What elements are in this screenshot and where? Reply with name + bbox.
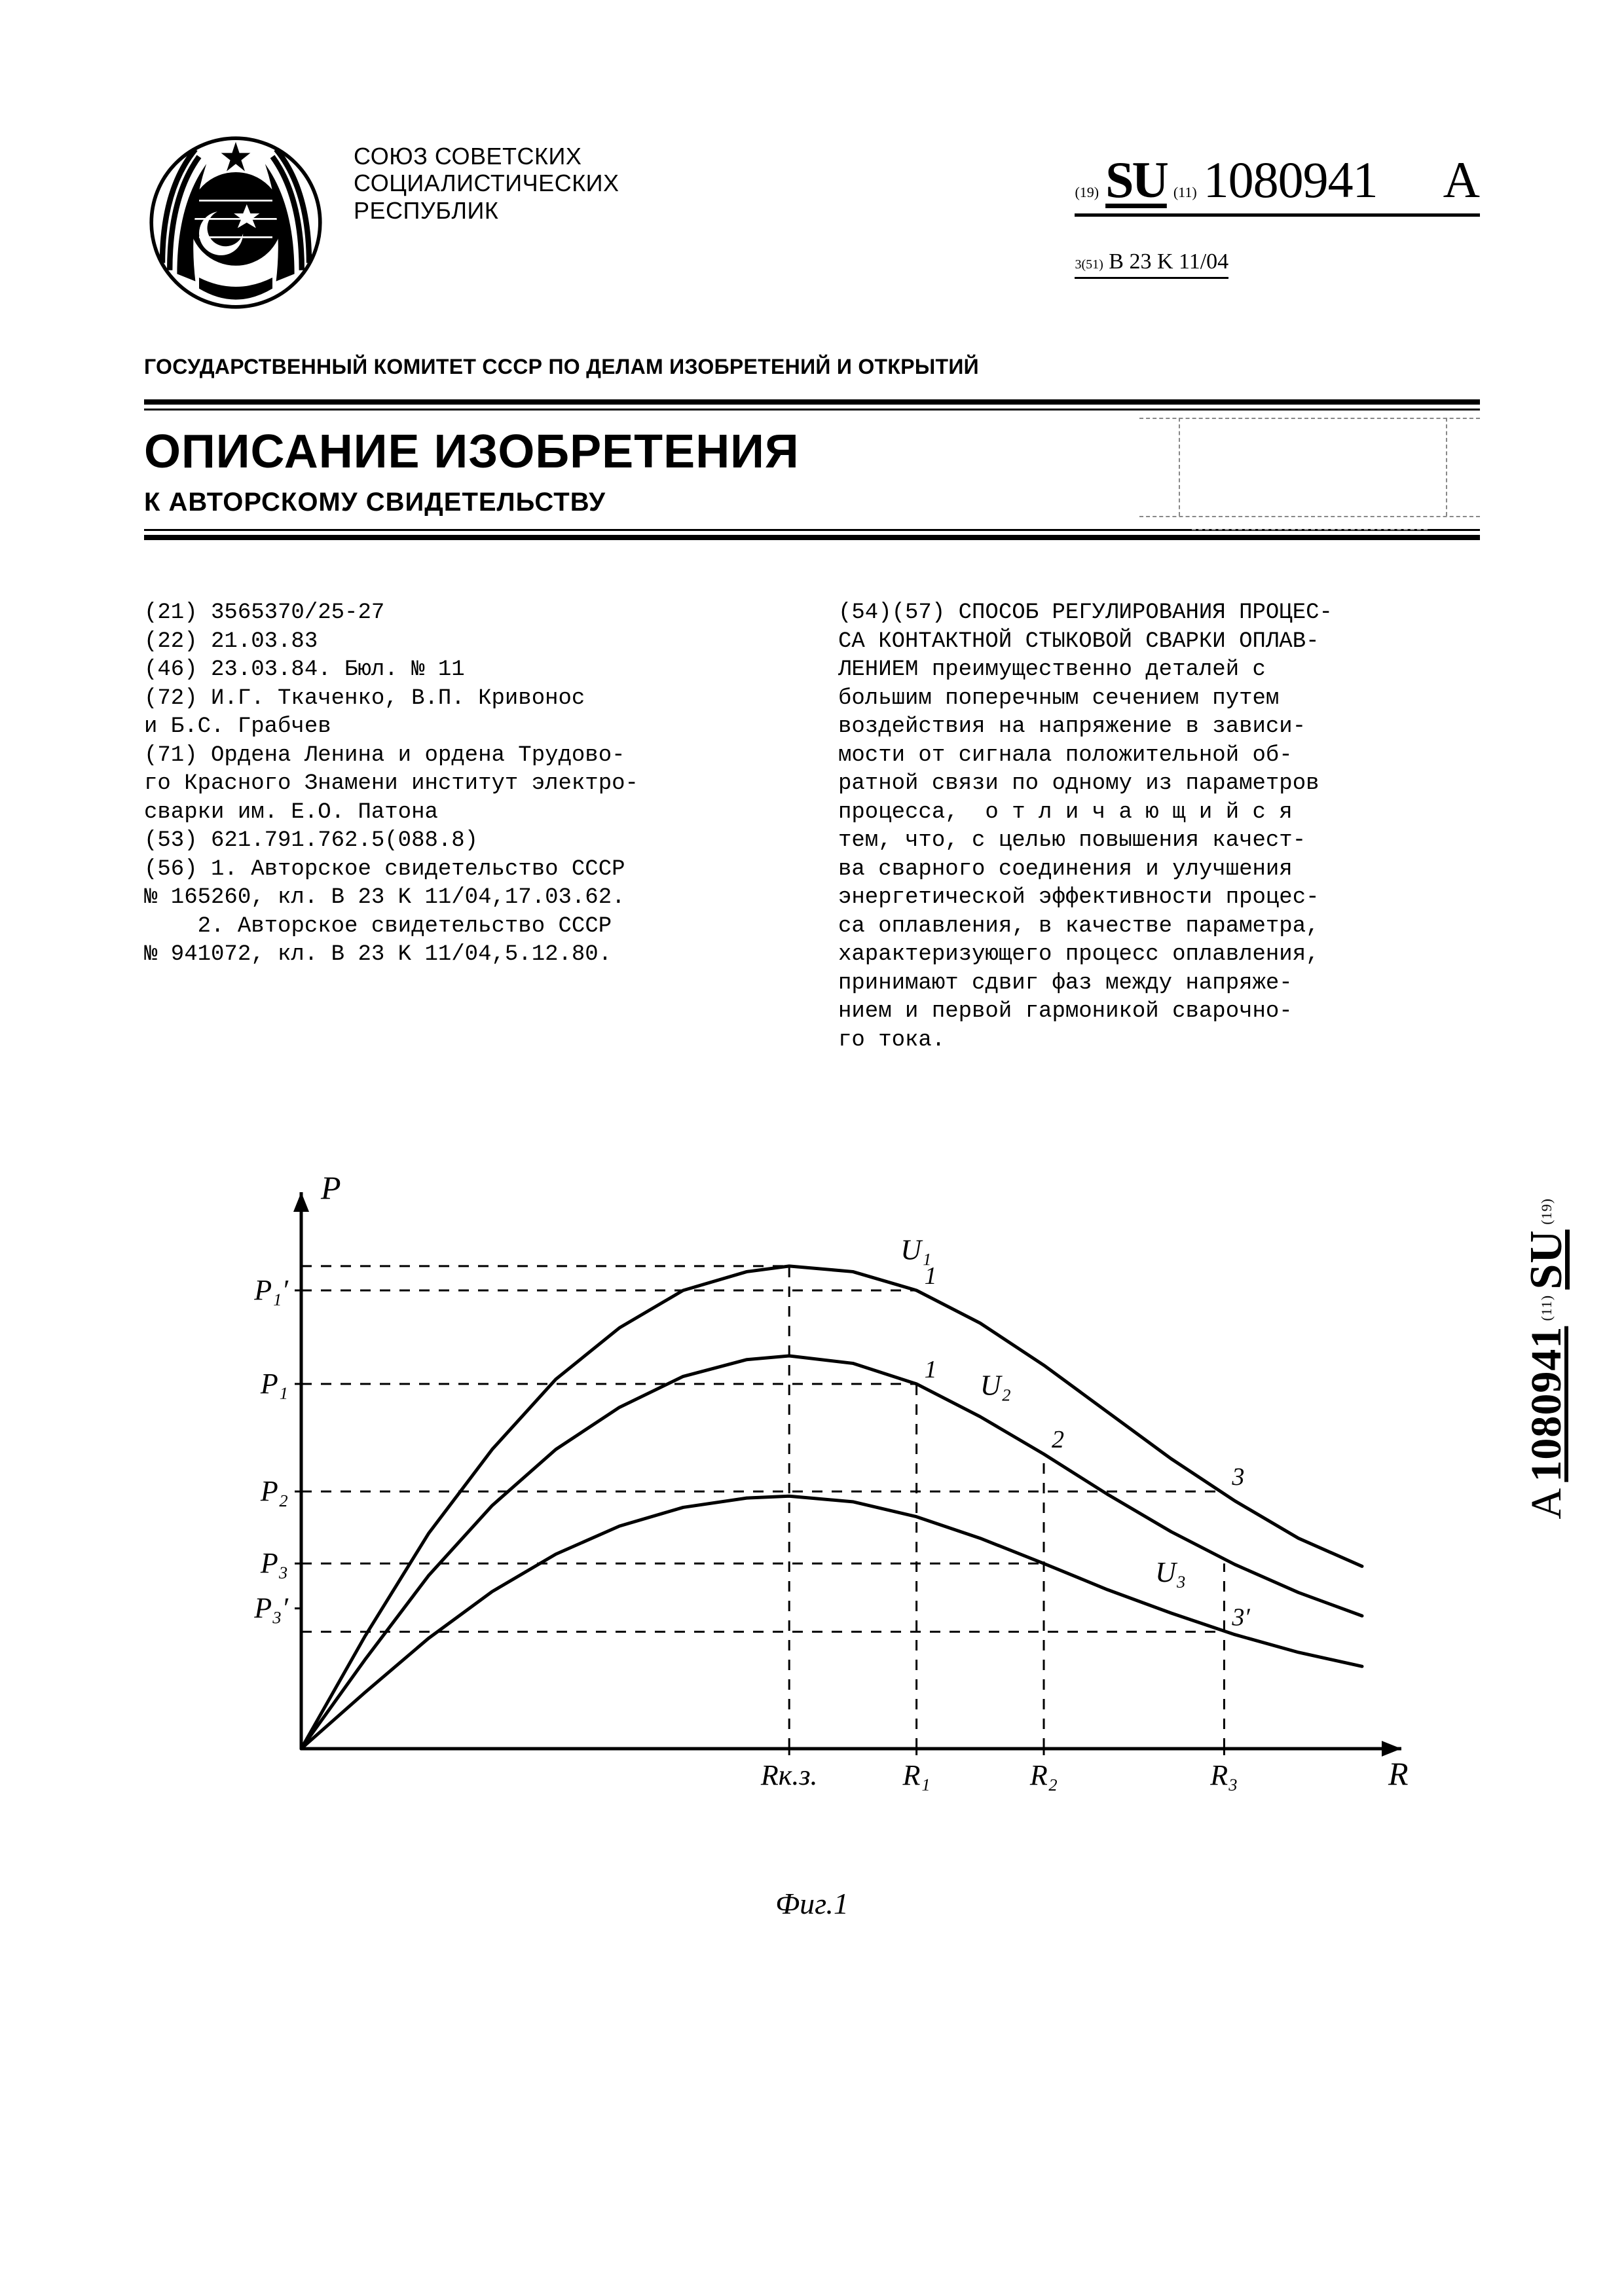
svg-text:2: 2 [1052, 1426, 1064, 1453]
svg-text:P₃: P₃ [260, 1547, 288, 1579]
country-code: SU [1105, 151, 1167, 210]
svg-text:1: 1 [925, 1356, 937, 1383]
svg-text:P₃′: P₃′ [253, 1592, 289, 1624]
ipc-code: B 23 K 11/04 [1109, 249, 1228, 274]
abstract-text: (54)(57) СПОСОБ РЕГУЛИРОВАНИЯ ПРОЦЕС- СА… [838, 599, 1480, 1055]
side-publication-number: A 1080941 (11) SU (19) [1521, 1198, 1573, 1520]
svg-text:R₃: R₃ [1209, 1759, 1238, 1791]
kind-code: A [1384, 151, 1480, 210]
biblio-left-column: (21) 3565370/25-27 (22) 21.03.83 (46) 23… [144, 599, 786, 1055]
publication-number: (19) SU (11) 1080941 A [1075, 151, 1480, 217]
svg-text:U₃: U₃ [1155, 1556, 1186, 1588]
committee-name: ГОСУДАРСТВЕННЫЙ КОМИТЕТ СССР ПО ДЕЛАМ ИЗ… [144, 354, 1480, 380]
side-19: (19) [1538, 1198, 1555, 1225]
svg-text:1: 1 [925, 1262, 937, 1290]
svg-text:3: 3 [1231, 1463, 1244, 1491]
svg-text:P: P [320, 1169, 341, 1206]
svg-text:P₁: P₁ [260, 1368, 288, 1400]
figure-1: P R U₁ U₂ U₃ 1 1 3 2 3′ P₁′ P₁ P₂ P₃ P₃′ Rк.з. R₁ R₂ R₃ [144, 1107, 1480, 1880]
side-kind: A [1522, 1487, 1572, 1520]
svg-text:R₂: R₂ [1029, 1759, 1058, 1791]
issuer-name: СОЮЗ СОВЕТСКИХ СОЦИАЛИСТИЧЕСКИХ РЕСПУБЛИ… [354, 143, 619, 224]
svg-text:R: R [1388, 1755, 1409, 1792]
abstract-right-column: (54)(57) СПОСОБ РЕГУЛИРОВАНИЯ ПРОЦЕС- СА… [838, 599, 1480, 1055]
svg-text:U₂: U₂ [980, 1370, 1011, 1402]
stamp-area [1139, 418, 1480, 549]
svg-text:U₁: U₁ [900, 1234, 931, 1266]
svg-text:3′: 3′ [1231, 1604, 1250, 1631]
figure-caption: Фиг.1 [144, 1886, 1480, 1921]
side-cc: SU [1521, 1230, 1573, 1290]
side-11: (11) [1538, 1295, 1555, 1321]
code-11: (11) [1173, 184, 1197, 201]
doc-number: 1080941 [1204, 151, 1378, 210]
biblio-text: (21) 3565370/25-27 (22) 21.03.83 (46) 23… [144, 599, 786, 970]
svg-text:R₁: R₁ [902, 1759, 931, 1791]
classification: 3(51) B 23 K 11/04 [1075, 249, 1228, 279]
svg-text:P₂: P₂ [260, 1475, 288, 1507]
svg-text:Rк.з.: Rк.з. [760, 1759, 818, 1791]
state-emblem [144, 131, 327, 314]
code-19: (19) [1075, 184, 1099, 201]
side-number: 1080941 [1522, 1326, 1572, 1482]
title-banner: ОПИСАНИЕ ИЗОБРЕТЕНИЯ К АВТОРСКОМУ СВИДЕТ… [144, 399, 1480, 540]
svg-text:P₁′: P₁′ [253, 1274, 289, 1306]
code-51: 3(51) [1075, 257, 1103, 272]
